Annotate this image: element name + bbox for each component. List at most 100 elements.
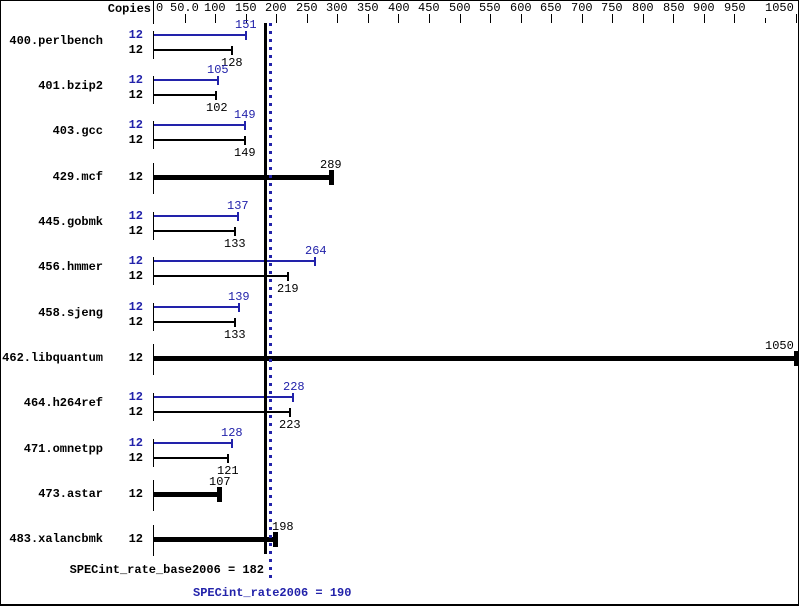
axis-tick: [704, 14, 705, 23]
copies-value: 12: [128, 170, 143, 184]
peak-rate-line: [269, 23, 272, 581]
axis-tick-label: 900: [693, 1, 715, 15]
base-value-label: 128: [221, 56, 243, 70]
bar-end-cap: [314, 257, 316, 266]
axis-tick: [185, 14, 186, 23]
peak-value-label: 137: [227, 199, 249, 213]
axis-tick-label: 450: [418, 1, 440, 15]
bar-end-cap: [245, 31, 247, 40]
peak-rate-summary: SPECint_rate2006 = 190: [193, 586, 352, 600]
axis-tick: [276, 14, 277, 23]
base-value-label: 223: [279, 418, 301, 432]
axis-tick-label: 550: [479, 1, 501, 15]
peak-bar: [154, 124, 245, 126]
axis-tick-label: 500: [449, 1, 471, 15]
base-bar: [154, 49, 232, 51]
copies-value: 12: [128, 43, 143, 57]
baseline-segment: [153, 344, 154, 375]
copies-value: 12: [128, 133, 143, 147]
base-value-label: 149: [234, 146, 256, 160]
axis-tick: [398, 14, 399, 23]
axis-tick-label: 700: [571, 1, 593, 15]
base-bar: [154, 94, 216, 96]
baseline-segment: [153, 525, 154, 556]
copies-value: 12: [128, 315, 143, 329]
benchmark-name: 473.astar: [38, 487, 103, 501]
baseline-segment: [153, 121, 154, 149]
axis-tick-label: 300: [326, 1, 348, 15]
bar-end-cap: [234, 318, 236, 327]
bar-value-label: 198: [272, 520, 294, 534]
axis-tick: [612, 14, 613, 23]
axis-tick-label: 250: [296, 1, 318, 15]
bar-end-cap: [292, 393, 294, 402]
baseline-segment: [153, 480, 154, 511]
benchmark-name: 483.xalancbmk: [9, 532, 103, 546]
base-value-label: 133: [224, 237, 246, 251]
axis-tick: [734, 14, 735, 23]
peak-value-label: 139: [228, 290, 250, 304]
baseline-segment: [153, 393, 154, 421]
baseline-segment: [153, 76, 154, 104]
copies-value: 12: [128, 436, 143, 450]
axis-tick: [551, 14, 552, 23]
benchmark-name: 445.gobmk: [38, 215, 103, 229]
base-bar: [154, 321, 235, 323]
peak-value-label: 149: [234, 108, 256, 122]
bar-end-cap: [329, 170, 334, 185]
bar-end-cap: [794, 351, 798, 366]
axis-tick: [582, 14, 583, 23]
copies-value: 12: [128, 73, 143, 87]
bar-end-cap: [237, 212, 239, 221]
baseline-segment: [153, 31, 154, 59]
peak-bar: [154, 79, 218, 81]
benchmark-name: 464.h264ref: [23, 396, 103, 410]
copies-value: 12: [128, 405, 143, 419]
merged-bar: [154, 175, 331, 180]
copies-value: 12: [128, 209, 143, 223]
axis-tick: [307, 14, 308, 23]
bar-end-cap: [215, 91, 217, 100]
axis-tick: [246, 14, 247, 23]
axis-tick: [337, 14, 338, 23]
axis-tick-label: 800: [632, 1, 654, 15]
axis-tick-label: 650: [540, 1, 562, 15]
benchmark-name: 462.libquantum: [2, 351, 103, 365]
base-rate-summary: SPECint_rate_base2006 = 182: [69, 563, 264, 577]
bar-value-label: 289: [320, 158, 342, 172]
copies-value: 12: [128, 224, 143, 238]
peak-value-label: 151: [235, 18, 257, 32]
axis-tick: [429, 14, 430, 23]
axis-tick: [460, 14, 461, 23]
benchmark-name: 429.mcf: [52, 170, 103, 184]
copies-value: 12: [128, 88, 143, 102]
axis-tick-label: 950: [724, 1, 746, 15]
copies-value: 12: [128, 390, 143, 404]
benchmark-name: 403.gcc: [52, 124, 103, 138]
axis-tick: [765, 18, 766, 23]
base-value-label: 121: [217, 464, 239, 478]
bar-value-label: 107: [209, 475, 231, 489]
peak-value-label: 128: [221, 426, 243, 440]
copies-value: 12: [128, 118, 143, 132]
peak-bar: [154, 260, 315, 262]
benchmark-name: 456.hmmer: [38, 260, 103, 274]
bar-end-cap: [244, 136, 246, 145]
baseline-segment: [153, 439, 154, 467]
bar-end-cap: [234, 227, 236, 236]
peak-bar: [154, 306, 239, 308]
bar-end-cap: [231, 439, 233, 448]
axis-tick: [490, 14, 491, 23]
peak-bar: [154, 215, 238, 217]
base-bar: [154, 275, 288, 277]
axis-tick-label: 150: [235, 1, 257, 15]
copies-value: 12: [128, 487, 143, 501]
peak-bar: [154, 442, 232, 444]
bar-end-cap: [227, 454, 229, 463]
axis-tick-label: 350: [357, 1, 379, 15]
copies-value: 12: [128, 269, 143, 283]
bar-end-cap: [287, 272, 289, 281]
peak-value-label: 228: [283, 380, 305, 394]
base-bar: [154, 457, 228, 459]
